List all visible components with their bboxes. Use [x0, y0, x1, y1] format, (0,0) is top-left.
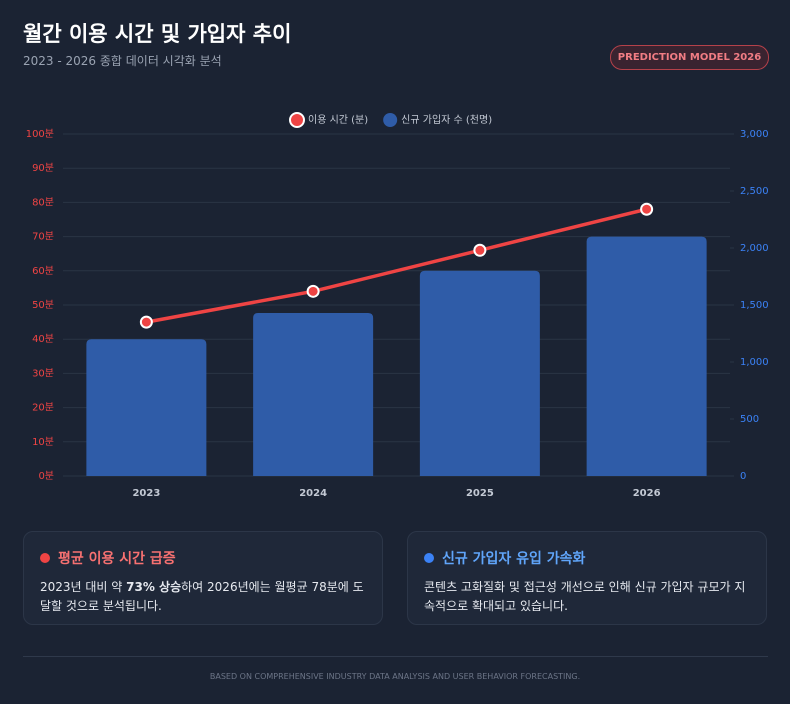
x-tick-label: 2026 — [633, 488, 661, 499]
y-tick-label: 40분 — [32, 333, 54, 345]
card-title: 신규 가입자 유입 가속화 — [424, 548, 750, 568]
footer: BASED ON COMPREHENSIVE INDUSTRY DATA ANA… — [209, 672, 581, 681]
y2-tick-label: 1,000 — [740, 357, 769, 368]
y-tick-label: 80분 — [32, 196, 54, 208]
dot — [424, 553, 434, 563]
highlight: 73% 상승 — [126, 580, 182, 594]
divider — [23, 656, 768, 657]
legend-marker — [383, 113, 398, 127]
card-title: 평균 이용 시간 급증 — [40, 548, 366, 568]
text: 2023년 대비 약 — [40, 580, 127, 594]
y-tick-label: 10분 — [32, 436, 54, 448]
line — [146, 207, 648, 324]
insight-card: 평균 이용 시간 급증 2023년 대비 약 73% 상승하여 2026년에는 … — [23, 531, 383, 625]
badge: PREDICTION MODEL 2026 — [610, 45, 769, 70]
y-tick-label: 0분 — [38, 470, 54, 482]
legend-label: 이용 시간 (분) — [308, 114, 368, 126]
card-title-text: 평균 이용 시간 급증 — [58, 551, 176, 567]
subtitle: 2023 - 2026 종합 데이터 시각화 분석 — [23, 54, 222, 68]
point — [306, 284, 320, 298]
legend-marker — [289, 112, 305, 128]
bar — [86, 339, 207, 476]
point — [473, 243, 487, 257]
y2-tick-label: 2,000 — [740, 243, 769, 254]
y2-tick-label: 1,500 — [740, 300, 769, 311]
bar — [586, 236, 707, 476]
chart: 0분 10분 20분 30분 40분 50분 60분 70분 80분 90분 100분 0 500 1,0… — [26, 112, 769, 499]
y-tick-label: 70분 — [32, 231, 54, 243]
card-body: 2023년 대비 약 73% 상승하여 2026년에는 월평균 78분에 도달할… — [40, 578, 366, 616]
y-tick-label: 90분 — [32, 162, 54, 174]
y2-tick-label: 2,500 — [740, 186, 769, 197]
point — [139, 315, 153, 329]
y-tick-label: 100분 — [26, 128, 54, 140]
x-tick-label: 2025 — [466, 488, 494, 499]
card-title-text: 신규 가입자 유입 가속화 — [442, 551, 586, 567]
legend-label: 신규 가입자 수 (천명) — [401, 113, 492, 126]
point — [640, 202, 654, 216]
bar — [419, 270, 540, 476]
x-tick-label: 2024 — [299, 488, 327, 499]
y-tick-label: 20분 — [32, 402, 54, 414]
text: 하여 2026년에는 월평균 78분에 도달할 것으로 분석됩니다. — [40, 580, 364, 613]
x-tick-label: 2023 — [132, 488, 160, 499]
title: 월간 이용 시간 및 가입자 추이 — [23, 22, 292, 46]
card-body: 콘텐츠 고화질화 및 접근성 개선으로 인해 신규 가입자 규모가 지속적으로 … — [424, 578, 750, 616]
y-tick-label: 30분 — [32, 367, 54, 379]
y2-tick-label: 500 — [740, 414, 759, 425]
y2-tick-label: 0 — [740, 471, 746, 482]
insight-card: 신규 가입자 유입 가속화 콘텐츠 고화질화 및 접근성 개선으로 인해 신규 … — [407, 531, 767, 625]
dot — [40, 553, 50, 563]
y2-tick-label: 3,000 — [740, 129, 769, 140]
text: 콘텐츠 고화질화 및 접근성 개선으로 인해 신규 가입자 규모가 지속적으로 … — [424, 580, 746, 613]
bar — [253, 312, 374, 476]
y-tick-label: 50분 — [32, 299, 54, 311]
y-tick-label: 60분 — [32, 265, 54, 277]
